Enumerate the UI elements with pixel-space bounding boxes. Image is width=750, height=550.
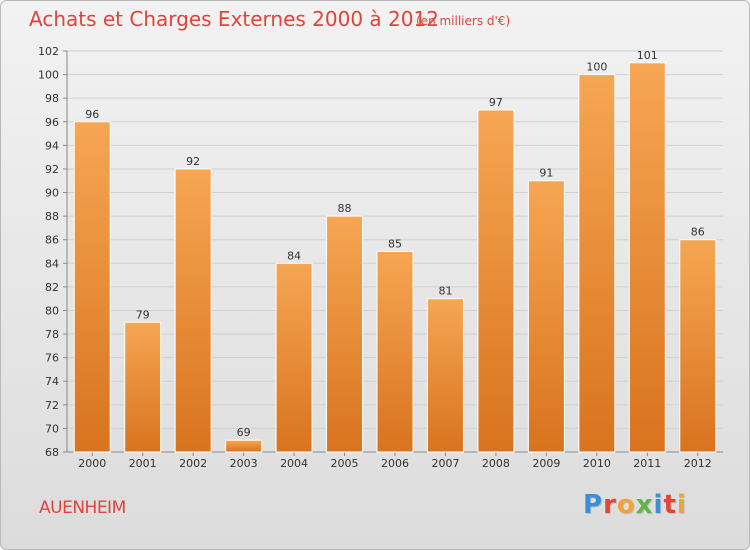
proxiti-logo[interactable]: Proxiti: [583, 490, 687, 520]
y-tick-label: 98: [45, 92, 59, 105]
y-tick-label: 72: [45, 399, 59, 412]
logo-letter: t: [663, 490, 677, 520]
data-labels: 96 79 92 69 84 88 85 81 97 91 100 101 86: [85, 49, 705, 439]
y-tick-label: 90: [45, 187, 59, 200]
y-tick-label: 88: [45, 210, 59, 223]
x-tick-label: 2010: [583, 457, 611, 470]
bar-2002: [174, 168, 212, 453]
logo-letter: o: [616, 490, 636, 520]
bar-2008: [477, 109, 515, 453]
data-label: 85: [388, 238, 402, 251]
bar-2009: [527, 180, 565, 453]
x-tick-label: 2004: [280, 457, 308, 470]
y-tick-label: 70: [45, 422, 59, 435]
bar-2010: [578, 74, 616, 453]
data-label: 69: [237, 426, 251, 439]
data-label: 101: [637, 49, 658, 62]
bar-2012: [679, 239, 717, 453]
bar-2007: [426, 298, 464, 453]
y-tick-label: 68: [45, 446, 59, 459]
chart-subtitle: (en milliers d'€): [416, 14, 511, 28]
data-label: 81: [438, 285, 452, 298]
x-tick-label: 2007: [431, 457, 459, 470]
y-tick-label: 82: [45, 281, 59, 294]
data-label: 92: [186, 155, 200, 168]
bars: [73, 62, 717, 453]
x-tick-label: 2003: [230, 457, 258, 470]
y-tick-label: 102: [38, 45, 59, 58]
bar-2011: [628, 62, 666, 453]
data-label: 97: [489, 96, 503, 109]
y-tick-label: 84: [45, 257, 59, 270]
y-tick-label: 76: [45, 352, 59, 365]
y-tick-label: 92: [45, 163, 59, 176]
chart-title: Achats et Charges Externes 2000 à 2012: [29, 7, 439, 31]
data-label: 86: [691, 226, 705, 239]
logo-letter: P: [583, 490, 604, 520]
y-tick-label: 100: [38, 69, 59, 82]
logo-letter: x: [635, 490, 654, 520]
data-label: 84: [287, 249, 301, 262]
commune-name: AUENHEIM: [39, 498, 126, 518]
y-tick-label: 74: [45, 375, 59, 388]
bar-2006: [376, 251, 414, 453]
bar-2005: [326, 215, 364, 453]
logo-letter: r: [603, 490, 617, 520]
data-label: 91: [539, 167, 553, 180]
bar-2000: [73, 121, 111, 453]
x-tick-label: 2008: [482, 457, 510, 470]
logo-letter: i: [676, 490, 687, 520]
y-tick-label: 78: [45, 328, 59, 341]
x-tick-label: 2005: [331, 457, 359, 470]
x-tick-label: 2011: [633, 457, 661, 470]
data-label: 100: [586, 61, 607, 74]
x-tick-label: 2001: [129, 457, 157, 470]
y-tick-label: 86: [45, 234, 59, 247]
x-tick-label: 2012: [684, 457, 712, 470]
logo-letter: i: [653, 490, 664, 520]
bar-2004: [275, 262, 313, 453]
y-tick-label: 80: [45, 304, 59, 317]
bar-2003: [225, 439, 263, 453]
data-label: 96: [85, 108, 99, 121]
x-tick-label: 2006: [381, 457, 409, 470]
data-label: 88: [338, 202, 352, 215]
bar-2001: [124, 321, 162, 453]
y-tick-label: 96: [45, 116, 59, 129]
y-tick-label: 94: [45, 139, 59, 152]
data-label: 79: [136, 308, 150, 321]
x-tick-label: 2009: [532, 457, 560, 470]
x-tick-label: 2000: [78, 457, 106, 470]
x-tick-label: 2002: [179, 457, 207, 470]
